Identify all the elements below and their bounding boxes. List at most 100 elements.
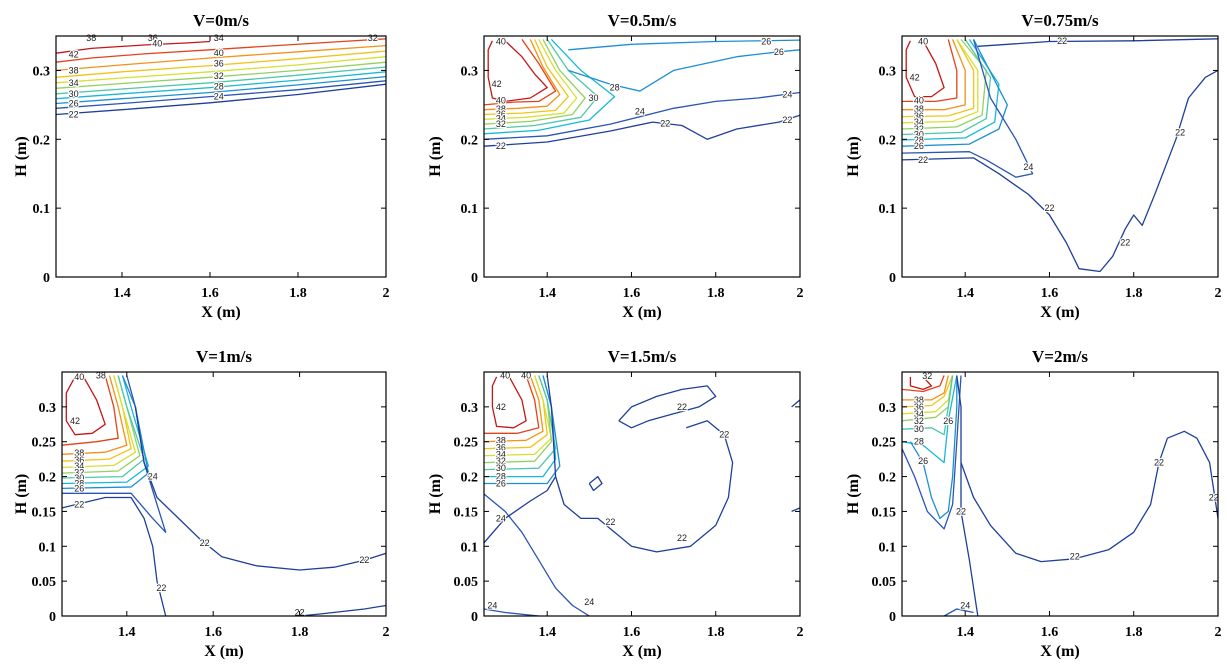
x-tick-label: 2 [1215, 625, 1222, 640]
contour-line-22 [588, 475, 603, 492]
contour-label: 22 [74, 500, 84, 510]
contour-line-42 [909, 376, 933, 391]
y-tick-label: 0.1 [879, 540, 897, 555]
contour-line-42 [65, 376, 106, 436]
contour-line-40 [902, 39, 958, 103]
contour-lines [484, 38, 800, 147]
contour-label: 22 [200, 538, 210, 548]
panel-title: V=2m/s [1032, 347, 1088, 366]
contour-label: 22 [719, 430, 729, 440]
plot-area [902, 372, 1218, 616]
contour-line-22 [299, 604, 386, 616]
x-tick-label: 1.4 [118, 625, 136, 640]
contour-label: 40 [918, 37, 928, 47]
contour-label: 22 [156, 583, 166, 593]
chart-panel-1: 42 40 38 36 34 32 30 28 26 24 22 38 36 34 32 40 1.4 1.6 1.… [13, 11, 390, 321]
y-tick-label: 0.2 [461, 471, 479, 486]
contour-label: 34 [496, 114, 506, 124]
contour-line-42 [56, 40, 211, 54]
contour-line-26 [902, 39, 1008, 147]
contour-label: 28 [74, 479, 84, 489]
contour-line-30 [56, 66, 386, 95]
y-axis-label: H (m) [427, 136, 444, 176]
contour-label: 36 [914, 111, 924, 121]
contour-label: 42 [492, 79, 502, 89]
y-tick-label: 0.2 [879, 133, 897, 148]
y-tick-label: 0.25 [32, 436, 57, 451]
y-tick-label: 0.3 [879, 64, 897, 79]
contour-label: 22 [359, 555, 369, 565]
contour-label: 32 [214, 71, 224, 81]
y-tick-label: 0.3 [33, 64, 51, 79]
contour-label: 24 [1023, 162, 1033, 172]
contour-label: 38 [86, 33, 96, 43]
contour-line-36 [56, 50, 386, 78]
contour-label: 22 [1120, 238, 1130, 248]
contour-line-28 [62, 375, 150, 485]
contour-line-22 [484, 114, 800, 147]
contour-lines [902, 375, 1218, 616]
contour-line-34 [56, 56, 386, 84]
y-tick-label: 0.15 [32, 505, 57, 520]
contour-label: 34 [914, 117, 924, 127]
contour-label: 32 [914, 416, 924, 426]
contour-line-42 [491, 376, 527, 429]
contour-line-30 [484, 375, 557, 471]
plot-area [484, 36, 800, 277]
contour-label: 24 [635, 107, 645, 117]
contour-label: 36 [496, 109, 506, 119]
contour-line-32 [902, 38, 987, 130]
plot-frame [55, 35, 387, 278]
x-tick-label: 1.8 [1125, 625, 1143, 640]
contour-label: 40 [214, 48, 224, 58]
plot-frame [901, 35, 1219, 278]
contour-label: 38 [914, 104, 924, 114]
contour-label: 26 [918, 456, 928, 466]
contour-line-22 [902, 69, 1218, 273]
contour-label: 22 [1044, 203, 1054, 213]
contour-label: 22 [496, 141, 506, 151]
contour-label: 36 [74, 455, 84, 465]
contour-label: 24 [487, 601, 497, 611]
contour-label: 24 [496, 513, 506, 523]
contour-label: 40 [74, 372, 84, 382]
contour-label: 22 [918, 155, 928, 165]
contour-line-24 [902, 375, 962, 530]
contour-label: 24 [214, 92, 224, 102]
y-tick-label: 0.25 [872, 436, 897, 451]
contour-label: 30 [496, 463, 506, 473]
contour-line-36 [484, 39, 569, 116]
contour-line-34 [902, 39, 979, 124]
x-tick-label: 2 [383, 286, 390, 301]
x-tick-label: 2 [383, 625, 390, 640]
x-tick-label: 1.4 [956, 625, 974, 640]
contour-line-36 [902, 375, 954, 408]
contour-lines [484, 375, 800, 616]
contour-line-38 [902, 375, 949, 401]
contour-line-22 [960, 430, 1218, 563]
contour-label: 30 [914, 424, 924, 434]
y-tick-label: 0.05 [454, 575, 479, 590]
contour-line-38 [56, 44, 386, 72]
y-tick-label: 0.05 [32, 575, 57, 590]
x-axis-label: X (m) [1040, 643, 1080, 660]
contour-label: 22 [677, 533, 687, 543]
contour-label: 24 [148, 472, 158, 482]
contour-lines [62, 375, 386, 616]
x-tick-label: 2 [797, 286, 804, 301]
contour-line-26 [568, 49, 800, 92]
contour-line-22 [554, 420, 734, 553]
contour-line-24 [484, 608, 539, 616]
contour-line-40 [484, 375, 540, 434]
y-axis-label: H (m) [427, 474, 444, 514]
x-axis-label: X (m) [201, 304, 241, 321]
contour-line-26 [484, 375, 561, 485]
contour-label: 36 [914, 402, 924, 412]
y-tick-label: 0.2 [33, 133, 51, 148]
contour-label: 26 [74, 483, 84, 493]
y-tick-label: 0.15 [872, 505, 897, 520]
